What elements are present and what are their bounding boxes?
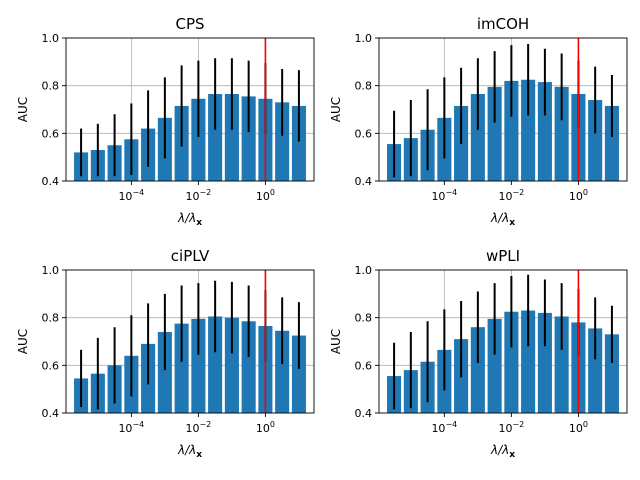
subplot-1: 0.4 0.6 0.8 1.0 10−4 10−2 100 imCOH λ/λx AUC (329, 15, 628, 228)
y-tick-label: 0.4 (42, 407, 60, 420)
x-tick-label: 100 (569, 420, 588, 435)
bar (191, 98, 206, 181)
axes-frame (65, 37, 315, 182)
y-axis-label: AUC (329, 329, 343, 354)
subplot-title: wPLI (486, 247, 520, 265)
bar (521, 310, 536, 413)
bar (241, 96, 256, 181)
y-tick-label: 0.6 (42, 127, 60, 140)
bar (504, 311, 519, 413)
subplot-0: 0.4 0.6 0.8 1.0 10−4 10−2 100 CPS λ/λx AUC (16, 15, 315, 228)
subplot-2: 0.4 0.6 0.8 1.0 10−4 10−2 100 ciPLV λ/λx AUC (16, 247, 315, 460)
y-tick-label: 1.0 (355, 32, 373, 45)
y-tick-label: 1.0 (355, 264, 373, 277)
subplot-title: CPS (175, 15, 204, 33)
bar (588, 328, 603, 413)
x-tick-label: 100 (256, 188, 275, 203)
bar (487, 318, 502, 413)
y-tick-label: 0.4 (355, 175, 373, 188)
x-tick-label: 10−2 (185, 188, 211, 203)
x-tick-label: 10−4 (431, 420, 457, 435)
bar (554, 316, 569, 413)
x-axis-label: λ/λx (177, 211, 202, 228)
x-tick-label: 10−4 (118, 188, 144, 203)
y-tick-label: 0.4 (42, 175, 60, 188)
x-tick-label: 10−2 (185, 420, 211, 435)
subplot-title: ciPLV (171, 247, 210, 265)
bar (504, 80, 519, 181)
axes-frame (378, 37, 628, 182)
y-tick-label: 0.6 (355, 359, 373, 372)
bar (224, 94, 239, 181)
x-tick-label: 10−2 (498, 420, 524, 435)
y-axis-label: AUC (16, 329, 30, 354)
y-tick-label: 1.0 (42, 264, 60, 277)
subplot-3: 0.4 0.6 0.8 1.0 10−4 10−2 100 wPLI λ/λx AUC (329, 247, 628, 460)
y-tick-label: 0.6 (42, 359, 60, 372)
y-axis-label: AUC (16, 97, 30, 122)
bar (208, 316, 223, 413)
x-tick-label: 100 (256, 420, 275, 435)
bar (604, 105, 619, 181)
y-tick-label: 1.0 (42, 32, 60, 45)
bar (291, 335, 306, 413)
bar (291, 105, 306, 181)
x-tick-label: 10−2 (498, 188, 524, 203)
y-tick-label: 0.8 (355, 312, 373, 325)
axes-frame (378, 269, 628, 414)
bar (554, 86, 569, 181)
bar (470, 327, 485, 413)
bar (521, 79, 536, 181)
bar (157, 331, 172, 413)
x-axis-label: λ/λx (177, 443, 202, 460)
x-tick-label: 100 (569, 188, 588, 203)
bar (208, 94, 223, 181)
bar (470, 94, 485, 181)
y-tick-label: 0.8 (42, 80, 60, 93)
bar (275, 330, 290, 413)
x-axis-label: λ/λx (490, 443, 515, 460)
bar (604, 334, 619, 413)
bar (224, 317, 239, 413)
y-tick-label: 0.4 (355, 407, 373, 420)
bar (275, 102, 290, 181)
bar (487, 86, 502, 181)
axes-frame (65, 269, 315, 414)
bar (588, 99, 603, 181)
bar (537, 312, 552, 413)
x-axis-label: λ/λx (490, 211, 515, 228)
subplot-title: imCOH (477, 15, 529, 33)
x-tick-label: 10−4 (431, 188, 457, 203)
bar (241, 321, 256, 413)
y-tick-label: 0.8 (355, 80, 373, 93)
y-tick-label: 0.6 (355, 127, 373, 140)
bar (537, 82, 552, 181)
y-axis-label: AUC (329, 97, 343, 122)
x-tick-label: 10−4 (118, 420, 144, 435)
bar (174, 323, 189, 413)
y-tick-label: 0.8 (42, 312, 60, 325)
bar (191, 318, 206, 413)
